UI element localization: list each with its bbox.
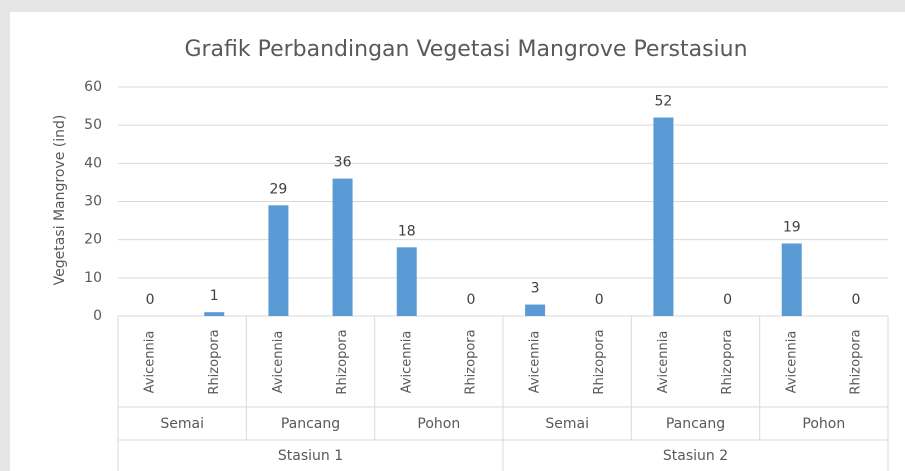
x-tick-label: Avicennia: [271, 331, 286, 394]
group-label: Pohon: [802, 416, 845, 432]
bar: [653, 117, 674, 317]
station-label: Stasiun 2: [663, 448, 728, 464]
x-tick-label: Rhizopora: [335, 329, 350, 394]
chart-background: [10, 12, 905, 471]
data-label: 36: [334, 155, 352, 171]
x-tick-label: Avicennia: [784, 331, 799, 394]
bar: [204, 312, 225, 316]
data-label: 29: [270, 181, 288, 197]
data-label: 3: [531, 281, 540, 297]
data-label: 1: [210, 288, 219, 304]
data-label: 19: [783, 219, 801, 235]
station-label: Stasiun 1: [278, 448, 343, 464]
x-tick-label: Avicennia: [399, 331, 414, 394]
group-label: Semai: [160, 416, 204, 432]
data-label: 0: [466, 292, 475, 308]
group-label: Semai: [545, 416, 589, 432]
x-tick-label: Rhizopora: [848, 329, 863, 394]
bar: [332, 178, 353, 316]
chart-title: Grafik Perbandingan Vegetasi Mangrove Pe…: [184, 37, 747, 62]
data-label: 0: [146, 292, 155, 308]
y-tick-label: 20: [84, 232, 102, 248]
x-tick-label: Rhizopora: [592, 329, 607, 394]
x-tick-label: Avicennia: [528, 331, 543, 394]
bar: [525, 304, 546, 316]
data-label: 0: [723, 292, 732, 308]
x-tick-label: Avicennia: [143, 331, 158, 394]
group-label: Pohon: [417, 416, 460, 432]
x-tick-label: Rhizopora: [463, 329, 478, 394]
y-tick-label: 30: [84, 194, 102, 210]
x-tick-label: Avicennia: [656, 331, 671, 394]
bar: [268, 205, 289, 316]
y-tick-label: 0: [93, 308, 102, 324]
group-label: Pancang: [666, 416, 725, 432]
y-tick-label: 60: [84, 79, 102, 95]
bar: [396, 247, 417, 316]
bar: [781, 243, 802, 316]
data-label: 0: [851, 292, 860, 308]
data-label: 18: [398, 223, 416, 239]
x-tick-label: Rhizopora: [207, 329, 222, 394]
group-label: Pancang: [281, 416, 340, 432]
y-tick-label: 50: [84, 117, 102, 133]
data-label: 52: [655, 94, 673, 110]
y-axis-label: Vegetasi Mangrove (ind): [52, 115, 68, 286]
x-tick-label: Rhizopora: [720, 329, 735, 394]
data-label: 0: [595, 292, 604, 308]
y-tick-label: 40: [84, 155, 102, 171]
y-tick-label: 10: [84, 270, 102, 286]
